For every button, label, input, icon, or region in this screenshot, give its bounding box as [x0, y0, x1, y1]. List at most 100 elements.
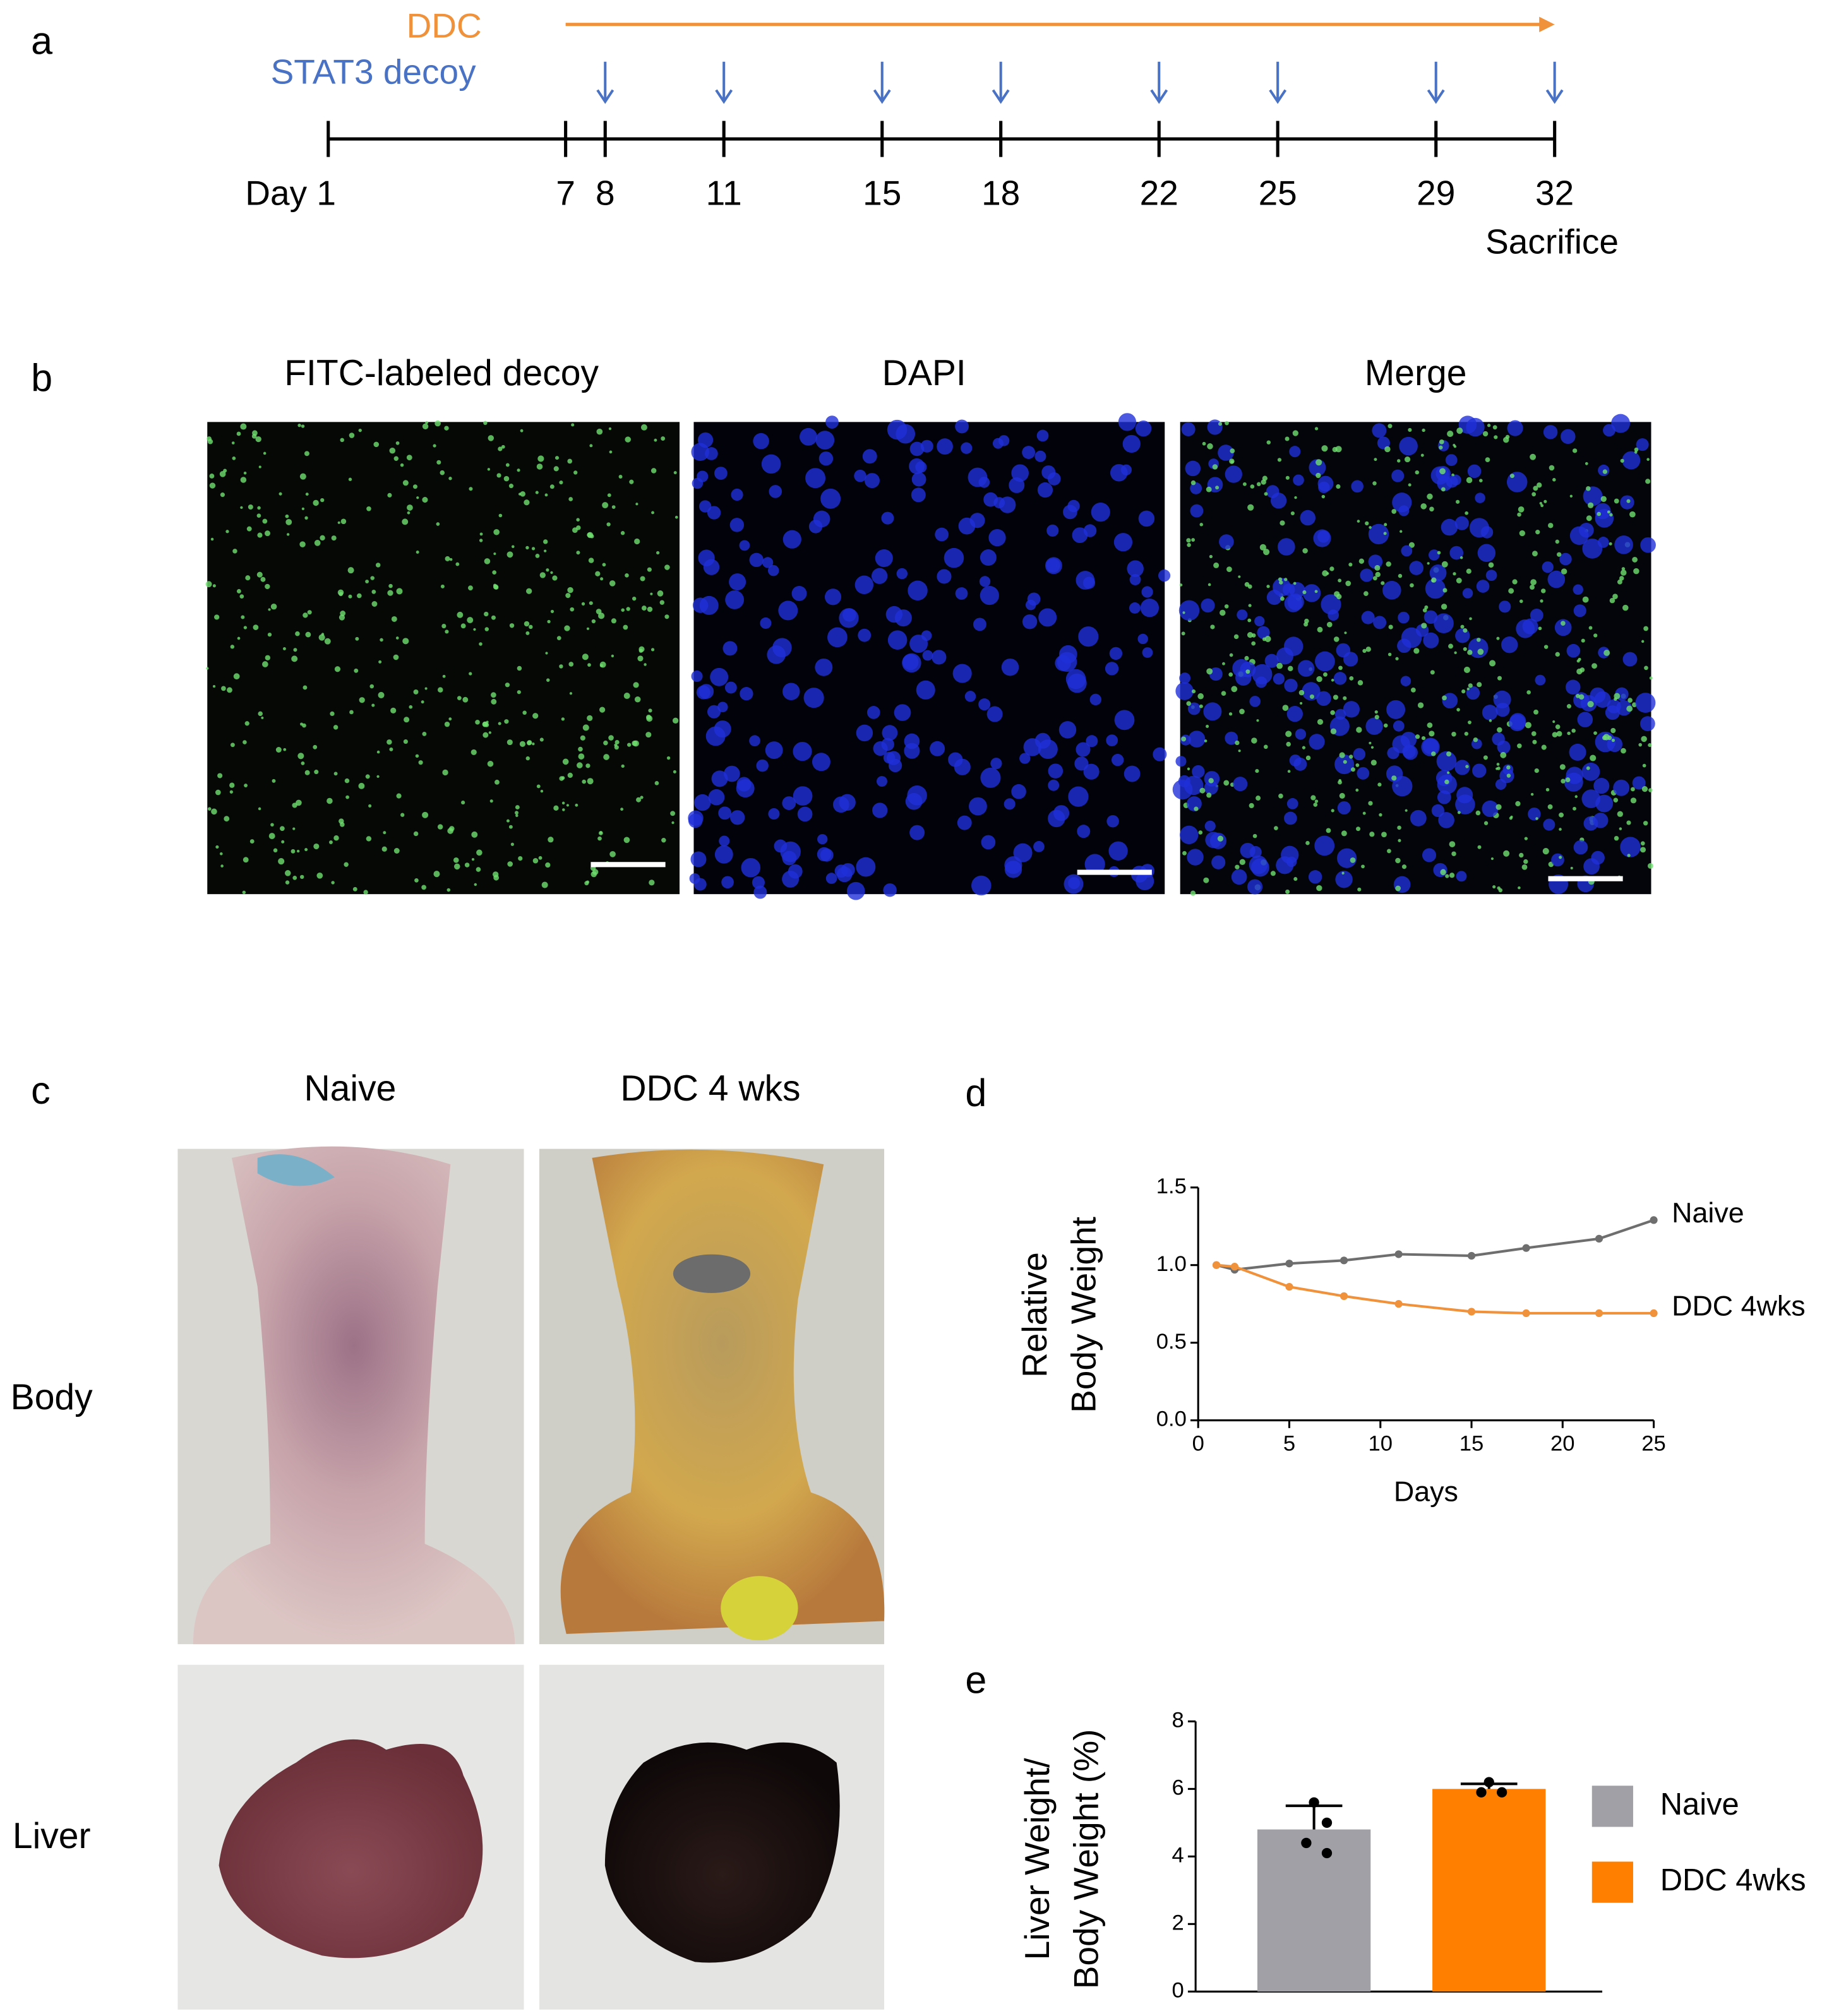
speck: [1397, 825, 1401, 830]
speck: [304, 451, 309, 456]
speck: [1543, 645, 1549, 649]
speck: [333, 772, 338, 776]
nucleus: [971, 875, 992, 896]
speck: [291, 849, 296, 854]
speck: [1230, 448, 1235, 453]
speck: [1313, 802, 1318, 807]
speck: [422, 497, 428, 503]
speck: [654, 438, 657, 442]
speck: [571, 423, 575, 427]
speck: [1194, 806, 1199, 811]
nucleus: [1554, 619, 1572, 636]
nucleus: [791, 585, 807, 601]
speck: [1620, 570, 1627, 576]
speck: [1531, 551, 1538, 557]
image-title: DAPI: [882, 353, 966, 393]
nucleus: [854, 575, 874, 594]
speck: [582, 724, 589, 731]
speck: [595, 571, 601, 576]
speck: [479, 642, 482, 646]
nucleus: [1013, 843, 1033, 862]
nucleus: [1058, 721, 1077, 739]
speck: [1224, 604, 1229, 609]
speck: [1350, 857, 1356, 863]
speck: [455, 562, 460, 566]
speck: [623, 624, 628, 630]
speck: [565, 593, 571, 599]
timeline-label: 11: [706, 173, 742, 212]
speck: [608, 735, 614, 741]
speck: [608, 427, 612, 431]
speck: [400, 463, 404, 467]
speck: [1280, 520, 1285, 526]
nucleus: [1477, 544, 1496, 562]
speck: [206, 667, 209, 670]
speck: [304, 516, 308, 520]
speck: [1408, 542, 1415, 548]
speck: [1314, 799, 1319, 803]
nucleus: [1454, 760, 1470, 775]
nucleus: [1337, 801, 1351, 815]
nucleus: [1004, 856, 1022, 874]
speck: [1305, 840, 1310, 845]
speck: [260, 576, 266, 582]
speck: [498, 446, 503, 451]
speck: [255, 436, 261, 443]
nucleus: [1334, 755, 1355, 775]
nucleus: [1273, 578, 1292, 597]
speck: [261, 661, 268, 667]
speck: [545, 862, 551, 868]
speck: [556, 636, 561, 640]
speck: [1649, 676, 1653, 680]
speck: [640, 796, 644, 799]
speck: [444, 426, 449, 431]
nucleus: [1482, 800, 1499, 817]
speck: [366, 836, 372, 842]
speck: [476, 849, 482, 856]
speck: [387, 739, 392, 745]
nucleus: [1351, 480, 1364, 493]
data-point: [1522, 1309, 1530, 1318]
nucleus: [1190, 504, 1204, 518]
speck: [1420, 453, 1424, 457]
speck: [505, 463, 510, 467]
speck: [258, 711, 263, 717]
speck: [484, 627, 489, 631]
nucleus: [872, 802, 888, 818]
speck: [475, 720, 480, 725]
speck: [1388, 624, 1393, 629]
speck: [1643, 821, 1648, 826]
nucleus: [705, 726, 726, 746]
speck: [553, 466, 559, 472]
nucleus: [881, 511, 894, 525]
speck: [331, 881, 335, 885]
speck: [1441, 604, 1447, 610]
nucleus: [1437, 475, 1453, 491]
speck: [1386, 849, 1391, 854]
nucleus: [1360, 568, 1374, 582]
speck: [1202, 441, 1206, 446]
nucleus: [703, 559, 720, 575]
nucleus: [817, 847, 832, 862]
speck: [1641, 640, 1645, 643]
nucleus: [1141, 586, 1153, 598]
speck: [1534, 768, 1539, 773]
nucleus: [954, 758, 971, 775]
speck: [462, 696, 469, 703]
speck: [1298, 689, 1305, 696]
speck: [291, 655, 298, 662]
speck: [1204, 739, 1208, 743]
speck: [1530, 792, 1534, 796]
speck: [1209, 554, 1213, 559]
speck: [1565, 777, 1571, 782]
speck: [1602, 469, 1608, 474]
nucleus: [1284, 594, 1302, 612]
nucleus: [1466, 686, 1480, 700]
speck: [221, 686, 226, 691]
y-tick-label: 8: [1172, 1709, 1184, 1733]
panel-label: b: [31, 356, 52, 399]
nucleus: [699, 595, 719, 615]
nucleus: [721, 876, 734, 889]
speck: [1446, 751, 1452, 757]
speck: [279, 492, 282, 496]
